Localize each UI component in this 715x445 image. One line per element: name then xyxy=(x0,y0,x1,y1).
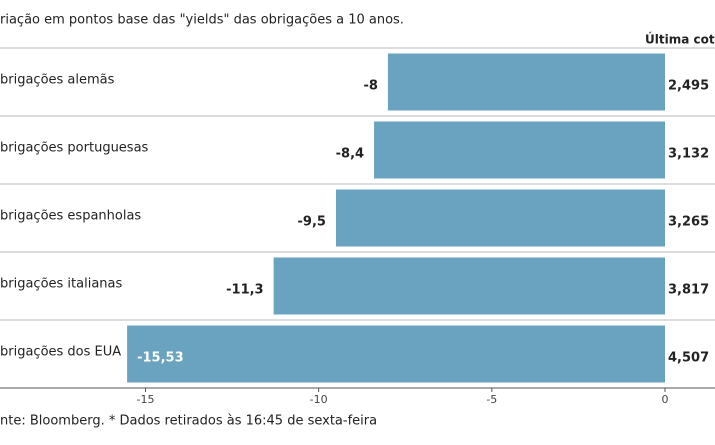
value-label: -11,3 xyxy=(226,283,263,298)
category-label: brigações espanholas xyxy=(0,209,141,224)
value-label: -15,53 xyxy=(137,351,184,366)
quote-value: 3,132 xyxy=(668,147,709,162)
quote-value: 2,495 xyxy=(668,79,709,94)
bar xyxy=(127,325,665,383)
footer: nte: Bloomberg. * Dados retirados às 16:… xyxy=(0,414,377,429)
value-label: -8 xyxy=(363,79,377,94)
category-label: brigações italianas xyxy=(0,277,123,292)
bar xyxy=(273,257,665,315)
quote-value: 3,265 xyxy=(668,215,709,230)
chart-title: riação em pontos base das "yields" das o… xyxy=(0,13,404,28)
quote-value: 3,817 xyxy=(668,283,709,298)
quote-value: 4,507 xyxy=(668,351,709,366)
quotes-header: Última cotaç xyxy=(645,32,715,47)
bar xyxy=(387,53,665,111)
category-label: brigações portuguesas xyxy=(0,141,149,156)
x-tick-label: 0 xyxy=(662,393,669,406)
bar xyxy=(335,189,665,247)
bar xyxy=(374,121,665,179)
category-label: brigações dos EUA xyxy=(0,345,121,360)
value-label: -9,5 xyxy=(298,215,326,230)
x-tick-label: -5 xyxy=(486,393,497,406)
x-tick-label: -15 xyxy=(136,393,154,406)
value-label: -8,4 xyxy=(336,147,364,162)
category-label: brigações alemãs xyxy=(0,73,115,88)
x-tick-label: -10 xyxy=(310,393,328,406)
